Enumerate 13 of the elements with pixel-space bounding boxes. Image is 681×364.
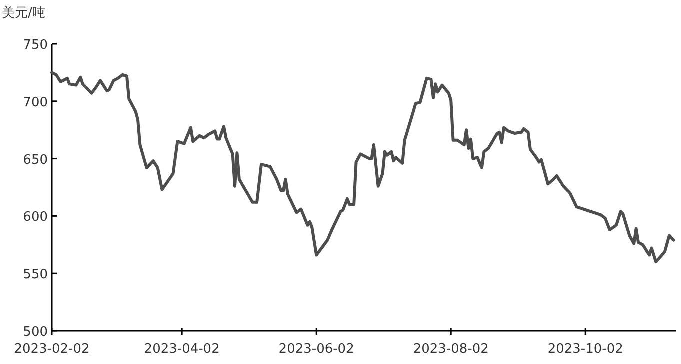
x-tick-label: 2023-08-02 — [413, 342, 489, 357]
line-series — [50, 71, 676, 264]
y-tick-label: 550 — [23, 268, 48, 283]
x-tick-label: 2023-04-02 — [144, 342, 220, 357]
y-tick-label: 750 — [23, 38, 48, 53]
x-tick-label: 2023-06-02 — [278, 342, 354, 357]
y-tick-label: 650 — [23, 152, 48, 168]
y-tick-label: 600 — [23, 210, 48, 226]
y-axis-title: 美元/吨 — [2, 5, 46, 21]
y-tick-label: 700 — [23, 95, 48, 110]
y-tick-label: 500 — [23, 325, 48, 340]
x-tick-label: 2023-02-02 — [14, 342, 90, 357]
x-tick-label: 2023-10-02 — [548, 342, 624, 357]
